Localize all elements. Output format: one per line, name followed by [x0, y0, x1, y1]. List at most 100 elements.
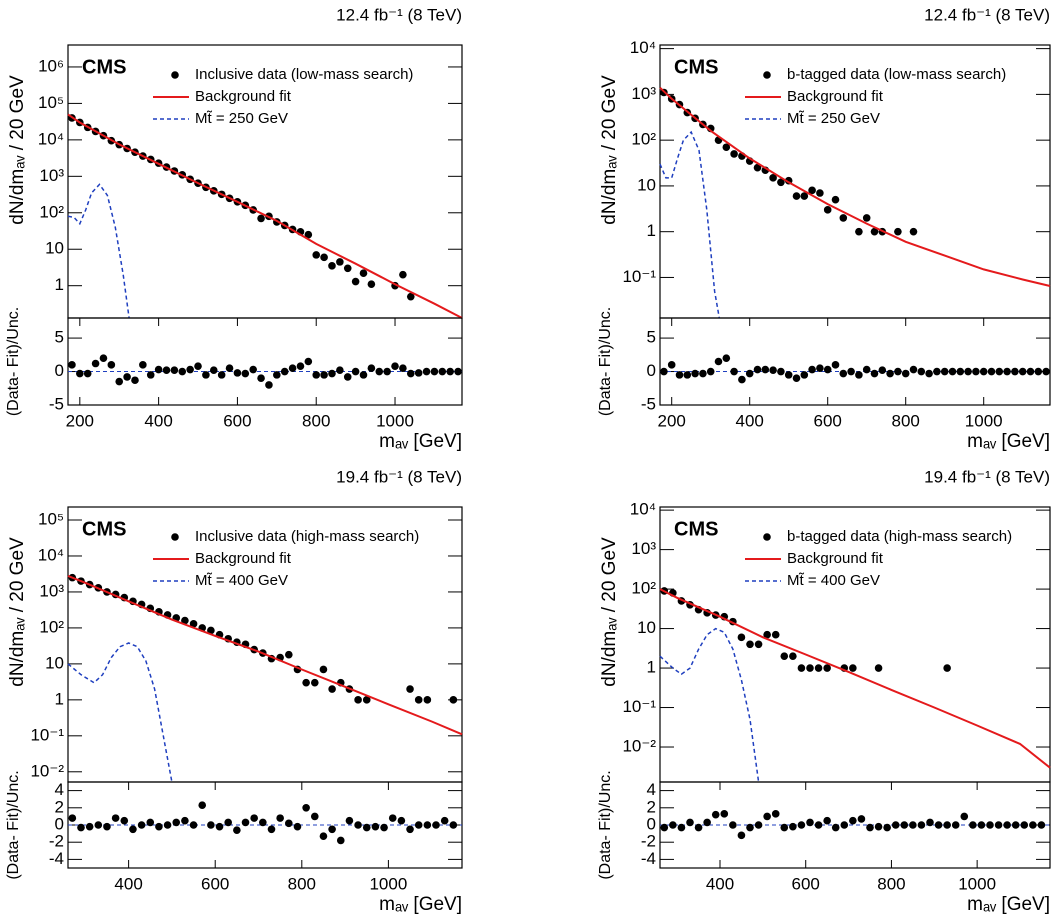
x-axis-label: mₐᵥ [GeV] [967, 894, 1050, 915]
data-point [745, 369, 754, 378]
data-point [753, 365, 762, 374]
data-point [359, 269, 368, 278]
data-point [155, 822, 163, 831]
data-point [675, 371, 684, 379]
data-point [422, 367, 431, 376]
y-tick-label: 5 [55, 328, 64, 347]
x-tick-label: 400 [114, 874, 142, 893]
data-point [312, 371, 321, 379]
data-point [328, 369, 336, 378]
data-point [909, 227, 918, 236]
legend-marker [171, 71, 179, 79]
data-point [746, 640, 754, 649]
data-point [406, 292, 415, 301]
legend-label: Mt̃ = 250 GeV [787, 110, 880, 127]
data-point [746, 823, 754, 832]
y-tick-label: 10⁴ [38, 129, 64, 148]
data-point [336, 836, 345, 845]
data-point [855, 371, 863, 379]
data-point [874, 822, 883, 831]
data-point [414, 696, 423, 704]
data-point [343, 264, 352, 273]
legend-label: Background fit [195, 550, 292, 567]
data-point [969, 821, 977, 829]
data-point [423, 821, 432, 829]
legend-label: b-tagged data (low-mass search) [787, 66, 1006, 83]
y-tick-label: 5 [647, 328, 656, 347]
y-tick-label: 10 [45, 239, 64, 258]
data-point [107, 361, 116, 369]
data-point [259, 818, 267, 827]
data-point [831, 823, 840, 832]
data-point [686, 818, 694, 827]
y-tick-label: 10² [631, 130, 656, 149]
data-point [926, 818, 934, 827]
data-point [449, 821, 458, 829]
data-point [129, 825, 137, 834]
data-point [933, 367, 941, 376]
x-axis-label: mₐᵥ [GeV] [379, 894, 462, 915]
data-point [763, 630, 771, 639]
data-point [1011, 821, 1020, 829]
plot-frame [67, 317, 463, 406]
data-point [839, 369, 848, 378]
data-point [207, 821, 215, 829]
data-point [83, 369, 92, 378]
signal-line [67, 642, 173, 783]
data-point [438, 367, 447, 376]
cms-label: CMS [674, 56, 718, 78]
data-point [789, 822, 797, 831]
y-tick-label: 10⁻¹ [622, 697, 656, 716]
data-point [660, 823, 669, 832]
y-tick-label: -2 [641, 832, 656, 851]
data-point [784, 371, 793, 379]
data-point [763, 812, 771, 821]
y-tick-label: 2 [647, 797, 656, 816]
data-point [722, 354, 731, 362]
panel-title: 12.4 fb⁻¹ (8 TeV) [924, 5, 1050, 24]
data-point [414, 369, 423, 377]
y-tick-label: 10² [631, 579, 656, 598]
panel-title: 12.4 fb⁻¹ (8 TeV) [336, 5, 462, 24]
y-tick-label: 10² [39, 617, 64, 636]
data-point [241, 818, 250, 827]
cms-label: CMS [674, 518, 718, 540]
data-point [823, 664, 831, 672]
data-point [194, 362, 202, 370]
data-point [310, 812, 319, 821]
data-point [224, 818, 232, 827]
data-point [797, 664, 806, 672]
y-axis-label: (Data- Fit)/Unc. [597, 770, 614, 879]
data-point [883, 823, 891, 832]
data-point [720, 810, 729, 818]
data-point [207, 626, 215, 635]
data-point [351, 367, 360, 376]
data-point [972, 367, 980, 376]
data-point [304, 230, 313, 239]
data-point [137, 821, 146, 829]
data-point [328, 262, 336, 270]
signal-line [659, 627, 760, 783]
legend-label: Mt̃ = 400 GeV [195, 572, 288, 589]
data-point [362, 823, 371, 832]
data-point [302, 678, 310, 687]
data-point [831, 361, 840, 369]
y-tick-label: 0 [647, 361, 656, 380]
data-point [1037, 821, 1046, 829]
data-point [162, 366, 171, 375]
y-axis-label: dN/dmₐᵥ / 20 GeV [599, 75, 620, 225]
data-point [960, 812, 969, 821]
fit-line [659, 588, 1051, 769]
data-point [683, 371, 692, 379]
legend-label: Background fit [195, 88, 292, 105]
data-point [792, 192, 801, 200]
data-point [703, 818, 711, 827]
data-point [900, 821, 909, 829]
data-point [225, 364, 234, 372]
data-point [99, 354, 108, 362]
data-point [202, 371, 210, 379]
data-point [217, 371, 226, 379]
data-point [380, 823, 388, 832]
data-point [440, 816, 449, 825]
data-point [186, 365, 194, 374]
